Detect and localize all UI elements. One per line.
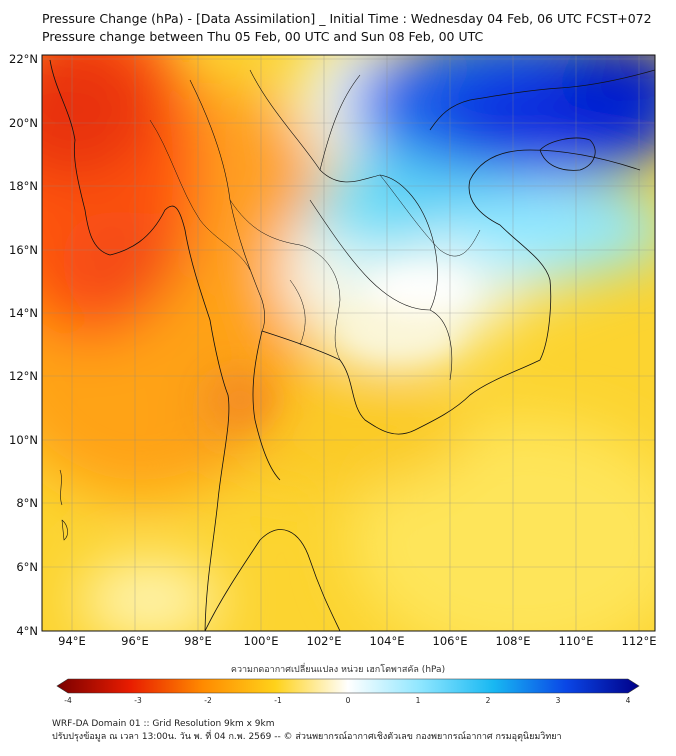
lon-label: 106°E	[433, 634, 468, 648]
colorbar-tick: 2	[486, 696, 491, 705]
lon-label: 104°E	[370, 634, 405, 648]
map-title: Pressure Change (hPa) - [Data Assimilati…	[42, 10, 652, 46]
footer-line-2: ปรับปรุงข้อมูล ณ เวลา 13:00น. วัน พ. ที่…	[52, 732, 562, 742]
lon-label: 102°E	[307, 634, 342, 648]
lat-label: 6°N	[16, 560, 38, 574]
lat-label: 8°N	[16, 496, 38, 510]
colorbar-tick: -1	[274, 696, 282, 705]
coastlines-borders	[49, 59, 655, 631]
lon-label: 98°E	[184, 634, 212, 648]
colorbar: -4 -3 -2 -1 0 1 2 3 4	[0, 672, 676, 708]
lat-label: 4°N	[16, 624, 38, 638]
pressure-change-map: 22°N 20°N 18°N 16°N 14°N 12°N 10°N 8°N 6…	[9, 52, 656, 648]
title-line-2: Pressure change between Thu 05 Feb, 00 U…	[42, 29, 484, 44]
colorbar-tick: -4	[64, 696, 72, 705]
lat-label: 12°N	[9, 369, 38, 383]
colorbar-ticks: -4 -3 -2 -1 0 1 2 3 4	[64, 696, 630, 705]
lon-label: 112°E	[622, 634, 657, 648]
colorbar-caption: ความกดอากาศเปลี่ยนแปลง หน่วย เฮกโตพาสคัล…	[230, 665, 446, 675]
colorbar-tick: 1	[416, 696, 421, 705]
footer-line-1: WRF-DA Domain 01 :: Grid Resolution 9km …	[52, 719, 275, 729]
latitude-labels: 22°N 20°N 18°N 16°N 14°N 12°N 10°N 8°N 6…	[9, 52, 38, 638]
colorbar-tick: -3	[134, 696, 142, 705]
lat-label: 16°N	[9, 243, 38, 257]
plot-frame	[41, 54, 656, 632]
colorbar-tick: 3	[556, 696, 561, 705]
lat-label: 14°N	[9, 306, 38, 320]
lon-label: 108°E	[496, 634, 531, 648]
lon-label: 100°E	[244, 634, 279, 648]
footer: WRF-DA Domain 01 :: Grid Resolution 9km …	[52, 718, 562, 744]
colorbar-tick: -2	[204, 696, 212, 705]
pressure-field	[42, 55, 655, 631]
lat-label: 10°N	[9, 433, 38, 447]
colorbar-tick: 4	[626, 696, 631, 705]
colorbar-svg: -4 -3 -2 -1 0 1 2 3 4	[56, 678, 640, 705]
colorbar-gradient	[56, 678, 640, 694]
lon-label: 96°E	[121, 634, 149, 648]
colorbar-tick: 0	[346, 696, 351, 705]
lon-label: 94°E	[58, 634, 86, 648]
map-svg: 22°N 20°N 18°N 16°N 14°N 12°N 10°N 8°N 6…	[9, 52, 656, 648]
title-line-1: Pressure Change (hPa) - [Data Assimilati…	[42, 11, 652, 26]
longitude-labels: 94°E 96°E 98°E 100°E 102°E 104°E 106°E 1…	[58, 634, 656, 648]
lon-label: 110°E	[559, 634, 594, 648]
lat-lon-grid	[42, 55, 655, 631]
lat-label: 22°N	[9, 52, 38, 66]
lat-label: 18°N	[9, 179, 38, 193]
lat-label: 20°N	[9, 116, 38, 130]
